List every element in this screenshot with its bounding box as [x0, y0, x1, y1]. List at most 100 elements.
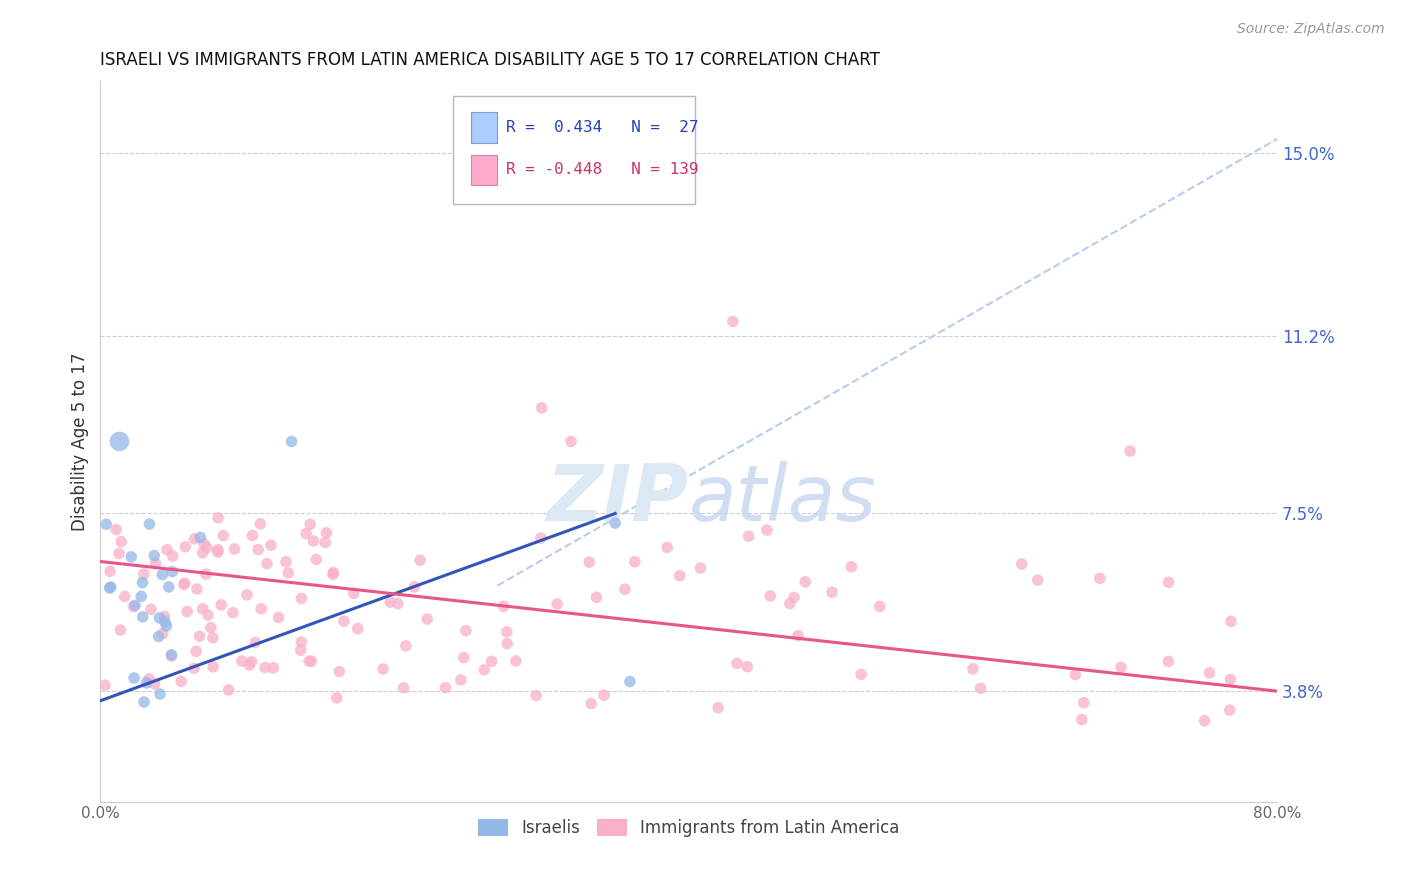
Point — [613, 582, 636, 597]
Point — [256, 557, 278, 571]
Point — [190, 531, 212, 545]
Point — [530, 531, 553, 545]
Point — [322, 567, 344, 582]
Point — [1119, 444, 1142, 458]
Point — [1194, 714, 1216, 728]
Point — [1219, 703, 1241, 717]
Point — [131, 610, 153, 624]
Point — [380, 595, 402, 609]
Point — [395, 639, 418, 653]
Point — [346, 622, 368, 636]
Point — [191, 546, 214, 560]
Point — [156, 542, 179, 557]
Point — [231, 654, 253, 668]
Point — [145, 557, 167, 571]
Bar — [471, 112, 496, 143]
Point — [295, 526, 318, 541]
Point — [560, 434, 582, 449]
Point — [149, 687, 172, 701]
Point — [1109, 660, 1132, 674]
Point — [274, 555, 297, 569]
Point — [299, 517, 322, 532]
Point — [191, 602, 214, 616]
Point — [689, 561, 711, 575]
Point — [578, 555, 600, 569]
Point — [207, 545, 229, 559]
Point — [194, 567, 217, 582]
Point — [131, 575, 153, 590]
Point — [197, 608, 219, 623]
Point — [195, 541, 218, 555]
Text: ZIP: ZIP — [547, 461, 689, 537]
Point — [492, 599, 515, 614]
Point — [138, 517, 160, 532]
Point — [371, 662, 394, 676]
Point — [186, 582, 208, 596]
Point — [707, 700, 730, 714]
Point — [131, 590, 153, 604]
Point — [322, 566, 344, 580]
Point — [105, 523, 128, 537]
Point — [209, 598, 232, 612]
Point — [290, 635, 312, 649]
Point — [454, 624, 477, 638]
Point — [193, 537, 215, 551]
Point — [343, 586, 366, 600]
Point — [183, 532, 205, 546]
Point — [759, 589, 782, 603]
Bar — [471, 155, 496, 185]
Point — [96, 517, 118, 532]
Point — [110, 534, 132, 549]
Point — [143, 677, 166, 691]
Point — [585, 591, 607, 605]
Point — [314, 535, 336, 549]
Point — [737, 529, 759, 543]
Point — [202, 660, 225, 674]
Point — [170, 674, 193, 689]
Point — [1198, 665, 1220, 680]
Point — [249, 516, 271, 531]
Point — [409, 553, 432, 567]
Point — [496, 636, 519, 650]
Point — [453, 650, 475, 665]
Point — [153, 615, 176, 629]
Point — [1011, 557, 1033, 571]
Point — [176, 605, 198, 619]
Point — [260, 538, 283, 552]
Point — [472, 663, 495, 677]
Point — [794, 574, 817, 589]
Point — [132, 695, 155, 709]
Point — [969, 681, 991, 696]
Point — [183, 661, 205, 675]
Point — [755, 523, 778, 537]
Point — [124, 599, 146, 613]
Point — [138, 672, 160, 686]
Point — [222, 606, 245, 620]
Point — [619, 674, 641, 689]
Point — [450, 673, 472, 687]
Point — [150, 567, 173, 582]
Point — [1157, 655, 1180, 669]
Point — [333, 614, 356, 628]
Point — [290, 643, 312, 657]
Point — [207, 542, 229, 557]
Point — [298, 654, 321, 668]
Point — [155, 619, 177, 633]
Point — [392, 681, 415, 695]
Text: ISRAELI VS IMMIGRANTS FROM LATIN AMERICA DISABILITY AGE 5 TO 17 CORRELATION CHAR: ISRAELI VS IMMIGRANTS FROM LATIN AMERICA… — [100, 51, 880, 69]
Point — [299, 654, 322, 668]
Point — [122, 599, 145, 614]
Point — [240, 655, 263, 669]
Point — [737, 659, 759, 673]
Point — [1220, 615, 1243, 629]
Point — [505, 654, 527, 668]
Point — [657, 541, 679, 555]
Point — [148, 630, 170, 644]
Point — [207, 511, 229, 525]
Point — [325, 690, 347, 705]
Point — [668, 568, 690, 582]
Point — [135, 676, 157, 690]
Point — [157, 580, 180, 594]
Point — [108, 434, 131, 449]
Point — [277, 566, 299, 580]
